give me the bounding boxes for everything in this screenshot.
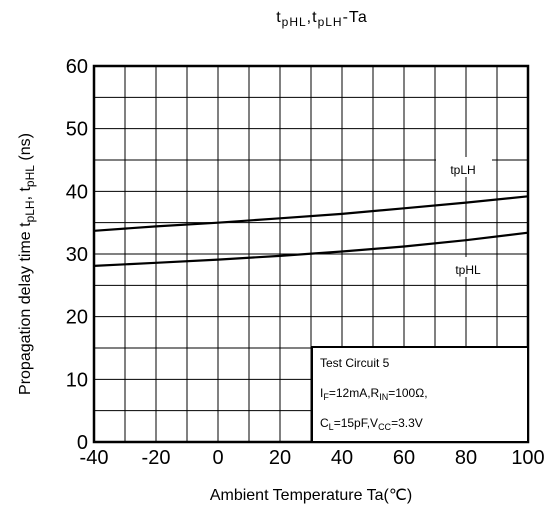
series-group: tpLH tpHL	[93, 157, 529, 277]
x-tick-label: 60	[393, 447, 415, 469]
y-tick-label: 40	[66, 181, 88, 203]
load-condition-label: CL=15pF,VCC=3.3V	[320, 416, 423, 432]
x-tick-label: 100	[511, 447, 544, 469]
y-tick-label: 60	[66, 56, 88, 78]
series-line-tphl	[93, 231, 529, 267]
series-label-tplh: tpLH	[450, 163, 475, 177]
test-circuit-label: Test Circuit 5	[320, 356, 390, 370]
y-tick-label: 50	[66, 119, 88, 141]
series-line-tplh	[93, 195, 529, 232]
chart-title: tpHL,tpLH-Ta	[276, 9, 368, 29]
tick-labels: -40 -20 0 20 40 60 80 100 0 10 20 30 40 50 60	[66, 56, 545, 469]
y-tick-label: 0	[77, 432, 88, 454]
x-tick-label: 0	[212, 447, 223, 469]
x-tick-label: 20	[269, 447, 291, 469]
series-label-bg	[436, 157, 492, 177]
y-tick-label: 20	[66, 307, 88, 329]
series-label-tphl: tpHL	[455, 263, 481, 277]
y-axis-label: Propagation delay time tpLH, tpHL (ns)	[17, 133, 37, 395]
y-tick-label: 10	[66, 369, 88, 391]
y-tick-label: 30	[66, 244, 88, 266]
input-condition-label: IF=12mA,RIN=100Ω,	[320, 386, 428, 402]
x-tick-label: 80	[455, 447, 477, 469]
x-tick-label: -40	[80, 447, 109, 469]
x-tick-label: -20	[142, 447, 171, 469]
x-axis-label: Ambient Temperature Ta(℃)	[210, 487, 412, 504]
test-conditions-box: Test Circuit 5 IF=12mA,RIN=100Ω, CL=15pF…	[311, 346, 529, 443]
x-tick-label: 40	[331, 447, 353, 469]
series-label-bg	[440, 257, 496, 277]
